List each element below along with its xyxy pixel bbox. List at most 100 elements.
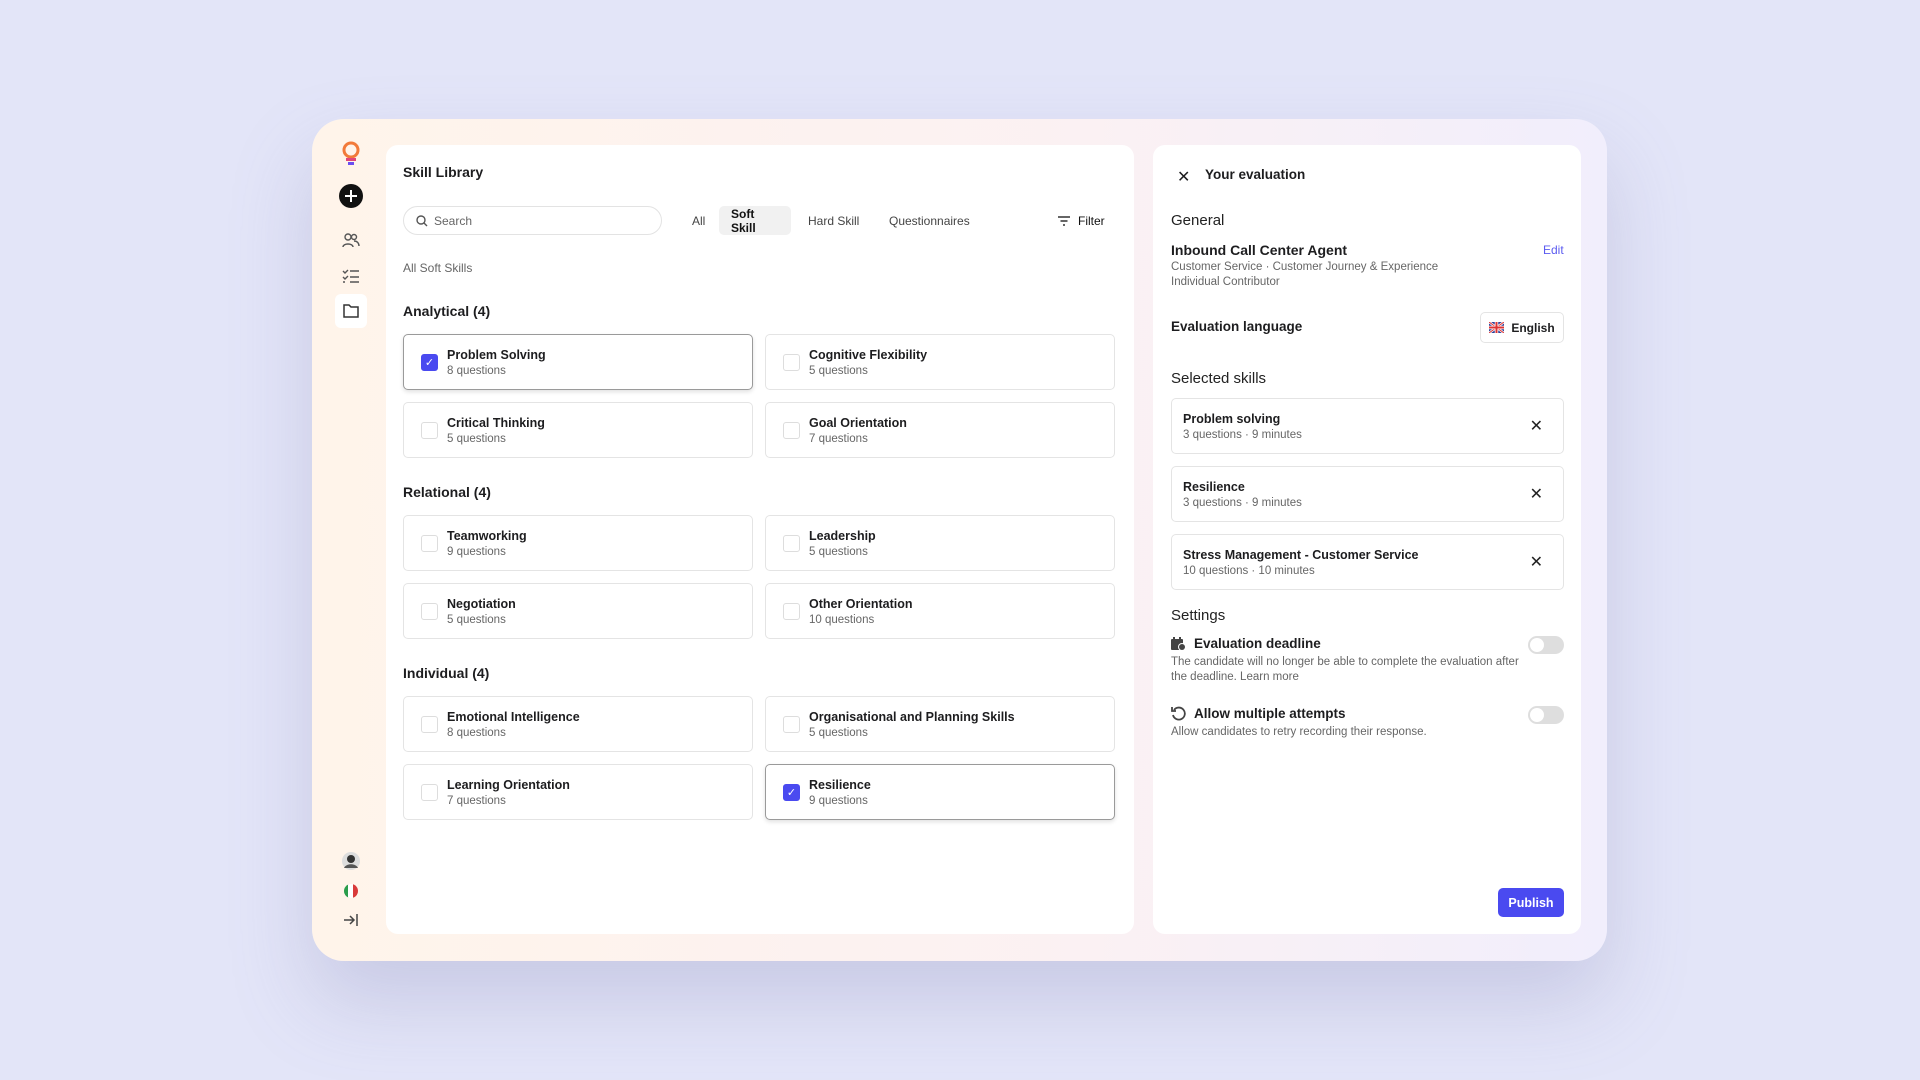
skill-card[interactable]: Goal Orientation 7 questions: [765, 402, 1115, 458]
folder-icon[interactable]: [335, 294, 367, 328]
skill-question-count: 5 questions: [809, 727, 868, 739]
skill-checkbox[interactable]: [783, 422, 800, 439]
skill-checkbox[interactable]: ✓: [421, 354, 438, 371]
attempts-toggle[interactable]: [1528, 706, 1564, 724]
skill-card[interactable]: Learning Orientation 7 questions: [403, 764, 753, 820]
skill-question-count: 8 questions: [447, 365, 506, 377]
skill-checkbox[interactable]: [783, 603, 800, 620]
skill-card[interactable]: Teamworking 9 questions: [403, 515, 753, 571]
skill-name: Problem Solving: [447, 348, 546, 362]
tab-all[interactable]: All: [692, 213, 706, 228]
skill-checkbox[interactable]: [421, 535, 438, 552]
skill-name: Resilience: [809, 778, 871, 792]
filter-label: Filter: [1078, 213, 1105, 228]
tab-questionnaires[interactable]: Questionnaires: [889, 213, 970, 228]
skill-name: Organisational and Planning Skills: [809, 710, 1015, 724]
skill-name: Learning Orientation: [447, 778, 570, 792]
skill-card[interactable]: ✓ Problem Solving 8 questions: [403, 334, 753, 390]
logo-icon[interactable]: [337, 140, 365, 168]
skill-checkbox[interactable]: [783, 535, 800, 552]
uk-flag-icon: [1489, 322, 1505, 333]
attempts-setting-title: Allow multiple attempts: [1171, 706, 1346, 721]
skill-card[interactable]: Organisational and Planning Skills 5 que…: [765, 696, 1115, 752]
settings-heading: Settings: [1171, 607, 1226, 624]
attempts-description: Allow candidates to retry recording thei…: [1171, 726, 1427, 738]
skill-question-count: 7 questions: [809, 433, 868, 445]
tab-hard-skill[interactable]: Hard Skill: [808, 213, 860, 228]
evaluation-title: Your evaluation: [1205, 167, 1306, 182]
publish-button[interactable]: Publish: [1498, 888, 1564, 917]
skill-checkbox[interactable]: [421, 603, 438, 620]
avatar[interactable]: [337, 847, 365, 875]
remove-skill-icon[interactable]: ✕: [1529, 486, 1543, 503]
job-department: Customer Service · Customer Journey & Ex…: [1171, 261, 1439, 273]
job-level: Individual Contributor: [1171, 276, 1280, 288]
skill-name: Negotiation: [447, 597, 516, 611]
search-input[interactable]: [434, 213, 634, 228]
skill-card[interactable]: Emotional Intelligence 8 questions: [403, 696, 753, 752]
general-heading: General: [1171, 212, 1225, 229]
skill-question-count: 8 questions: [447, 727, 506, 739]
skill-card[interactable]: Cognitive Flexibility 5 questions: [765, 334, 1115, 390]
language-value: English: [1511, 320, 1555, 335]
skill-checkbox[interactable]: ✓: [783, 784, 800, 801]
search-field[interactable]: [403, 206, 662, 235]
skill-checkbox[interactable]: [783, 716, 800, 733]
skill-name: Teamworking: [447, 529, 527, 543]
group-heading: Analytical (4): [403, 303, 491, 319]
skill-question-count: 5 questions: [447, 614, 506, 626]
checklist-icon[interactable]: [337, 262, 365, 290]
tab-soft-skill[interactable]: Soft Skill: [719, 206, 791, 235]
deadline-description: The candidate will no longer be able to …: [1171, 656, 1519, 683]
skill-question-count: 5 questions: [809, 546, 868, 558]
selected-skill-meta: 10 questions · 10 minutes: [1183, 565, 1315, 577]
skill-checkbox[interactable]: [421, 784, 438, 801]
edit-link[interactable]: Edit: [1543, 243, 1564, 257]
group-heading: Individual (4): [403, 665, 490, 681]
skill-question-count: 9 questions: [809, 795, 868, 807]
skill-name: Critical Thinking: [447, 416, 545, 430]
deadline-toggle[interactable]: [1528, 636, 1564, 654]
skill-card[interactable]: Leadership 5 questions: [765, 515, 1115, 571]
skill-question-count: 9 questions: [447, 546, 506, 558]
selected-skill-name: Resilience: [1183, 480, 1245, 494]
skill-question-count: 5 questions: [447, 433, 506, 445]
search-icon: [416, 214, 428, 226]
deadline-label: Evaluation deadline: [1194, 636, 1321, 651]
collapse-icon[interactable]: [337, 906, 365, 934]
evaluation-panel: [1153, 145, 1581, 934]
selected-skill-meta: 3 questions · 9 minutes: [1183, 429, 1302, 441]
remove-skill-icon[interactable]: ✕: [1529, 418, 1543, 435]
attempts-label: Allow multiple attempts: [1194, 706, 1346, 721]
language-select[interactable]: English: [1480, 312, 1564, 343]
filter-button[interactable]: Filter: [1045, 206, 1117, 235]
calendar-clock-icon: [1171, 636, 1186, 651]
skill-card[interactable]: Negotiation 5 questions: [403, 583, 753, 639]
selected-skill-card: Problem solving 3 questions · 9 minutes …: [1171, 398, 1564, 454]
remove-skill-icon[interactable]: ✕: [1529, 554, 1543, 571]
breadcrumb: All Soft Skills: [403, 261, 473, 275]
language-label: Evaluation language: [1171, 319, 1303, 334]
skill-card[interactable]: Other Orientation 10 questions: [765, 583, 1115, 639]
close-icon[interactable]: ✕: [1177, 169, 1191, 186]
skill-question-count: 7 questions: [447, 795, 506, 807]
users-icon[interactable]: [337, 226, 365, 254]
page-title: Skill Library: [403, 164, 484, 180]
selected-skills-heading: Selected skills: [1171, 370, 1267, 387]
job-title: Inbound Call Center Agent: [1171, 242, 1348, 258]
skill-card[interactable]: Critical Thinking 5 questions: [403, 402, 753, 458]
skill-name: Emotional Intelligence: [447, 710, 580, 724]
skill-checkbox[interactable]: [783, 354, 800, 371]
skill-name: Cognitive Flexibility: [809, 348, 928, 362]
create-button[interactable]: [337, 182, 365, 210]
selected-skill-name: Stress Management - Customer Service: [1183, 548, 1419, 562]
skill-checkbox[interactable]: [421, 716, 438, 733]
group-heading: Relational (4): [403, 484, 491, 500]
skill-question-count: 5 questions: [809, 365, 868, 377]
skill-card[interactable]: ✓ Resilience 9 questions: [765, 764, 1115, 820]
italy-flag-icon[interactable]: [337, 877, 365, 905]
skill-checkbox[interactable]: [421, 422, 438, 439]
filter-icon: [1058, 215, 1070, 226]
skill-name: Other Orientation: [809, 597, 913, 611]
skill-name: Leadership: [809, 529, 876, 543]
